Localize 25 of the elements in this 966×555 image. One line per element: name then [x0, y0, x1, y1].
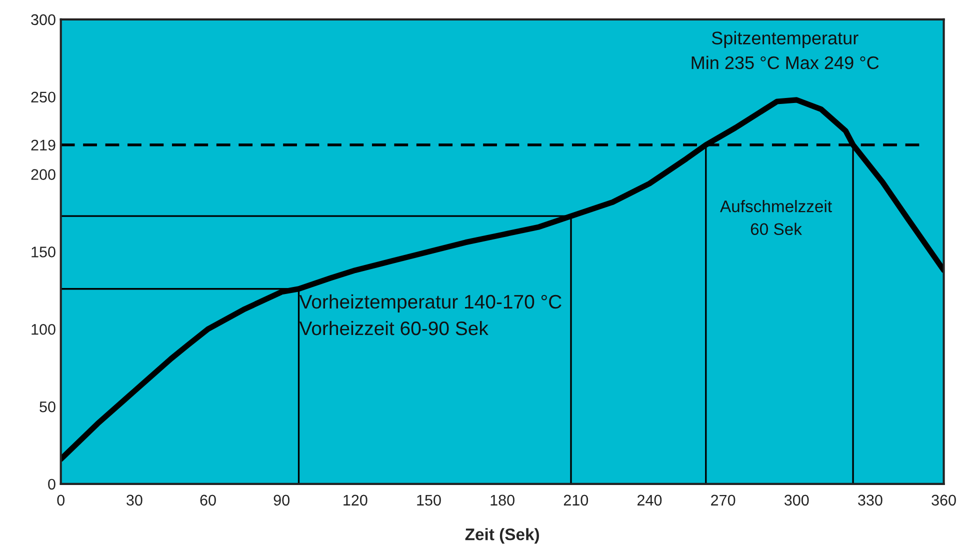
y-tick-label: 250 [31, 92, 56, 103]
y-tick-label: 200 [31, 169, 56, 180]
annotation: Aufschmelzzeit 60 Sek [720, 200, 832, 236]
x-tick-label: 210 [564, 494, 588, 506]
y-tick-label: 150 [32, 246, 56, 258]
x-tick-label: 270 [711, 494, 736, 506]
y-tick-label: 100 [32, 324, 56, 335]
x-tick-label: 240 [638, 494, 662, 506]
x-tick-label: 90 [274, 494, 290, 506]
y-tick-label: 219 [31, 140, 56, 151]
x-tick-label: 150 [417, 494, 441, 506]
x-tick-label: 30 [126, 494, 142, 506]
x-tick-label: 180 [490, 494, 514, 506]
x-tick-label: 120 [344, 494, 368, 506]
y-tick-label: 50 [40, 401, 56, 412]
x-axis-title: Zeit (Sek) [465, 528, 539, 544]
annotation: Spitzentemperatur Min 235 °C Max 249 °C [692, 31, 879, 70]
x-tick-label: 360 [932, 494, 956, 506]
x-tick-label: 300 [784, 494, 809, 506]
y-tick-label: 300 [31, 14, 56, 26]
y-tick-label: 0 [48, 478, 56, 490]
x-tick-label: 60 [200, 494, 216, 506]
annotation: Vorheiztemperatur 140-170 °C Vorheizzeit 60-90 Sek [299, 294, 562, 336]
x-tick-label: 330 [858, 494, 882, 506]
x-tick-label: 0 [57, 494, 65, 506]
